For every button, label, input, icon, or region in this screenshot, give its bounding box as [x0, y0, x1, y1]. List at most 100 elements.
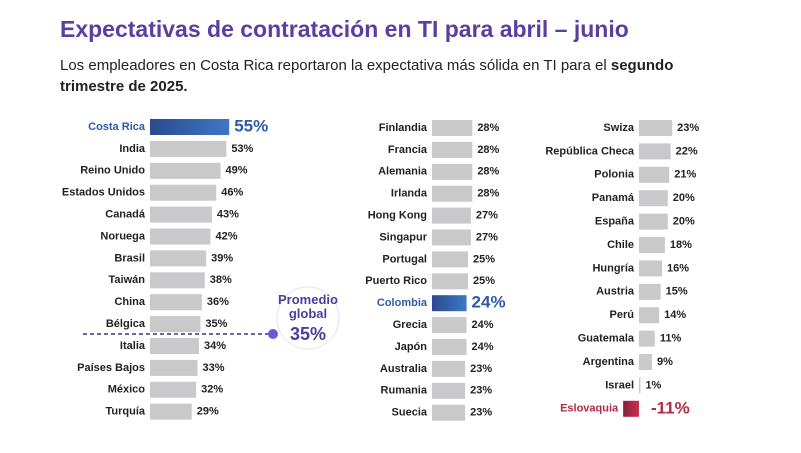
category-label: Bélgica: [106, 318, 146, 330]
bar: [432, 163, 473, 180]
value-label: 23%: [470, 407, 492, 419]
value-label: 14%: [664, 309, 686, 321]
category-label: República Checa: [545, 145, 635, 157]
category-label: Brasil: [114, 252, 145, 264]
category-label: Singapur: [379, 231, 427, 243]
value-label: 23%: [470, 385, 492, 397]
category-label: Portugal: [382, 253, 427, 265]
bar: [432, 273, 468, 290]
value-label: 25%: [473, 253, 495, 265]
category-label: Swiza: [603, 122, 634, 134]
category-label: Suecia: [392, 407, 428, 419]
category-label: Perú: [610, 309, 634, 321]
bar: [639, 143, 671, 160]
bar: [432, 382, 466, 399]
bar: [432, 251, 468, 268]
subtitle: Los empleadores en Costa Rica reportaron…: [60, 55, 720, 97]
title: Expectativas de contratación en TI para …: [60, 16, 629, 42]
bar: [150, 316, 201, 333]
value-label: 9%: [657, 356, 673, 368]
bar: [432, 120, 473, 136]
annotation-label-line: global: [289, 306, 327, 321]
value-label: 28%: [477, 166, 499, 178]
value-label: 42%: [215, 230, 237, 242]
bar: [150, 338, 199, 354]
category-label: Costa Rica: [88, 121, 146, 133]
annotation-value: 35%: [290, 324, 326, 344]
category-label: Eslovaquia: [560, 403, 619, 415]
value-label: 29%: [197, 406, 219, 418]
category-label: Puerto Rico: [365, 275, 427, 287]
value-label: 27%: [476, 210, 498, 222]
category-label: Guatemala: [578, 333, 635, 345]
category-label: Estados Unidos: [62, 187, 145, 199]
value-label: 11%: [660, 333, 682, 345]
bar: [639, 377, 641, 394]
bar: [150, 184, 217, 201]
bar: [432, 295, 467, 312]
category-label: Canadá: [105, 209, 146, 221]
bar: [150, 359, 198, 376]
category-label: Chile: [607, 239, 634, 251]
value-label: 18%: [670, 239, 692, 251]
category-label: Rumania: [381, 385, 428, 397]
category-label: Israel: [605, 379, 634, 391]
value-label: 32%: [201, 384, 223, 396]
bar: [432, 404, 466, 421]
category-label: Grecia: [393, 319, 428, 331]
value-label: 1%: [645, 379, 661, 391]
value-label: 22%: [676, 145, 698, 157]
value-label: 20%: [673, 192, 695, 204]
bar: [150, 228, 211, 245]
category-label: Países Bajos: [77, 362, 145, 374]
subtitle-bold: segundo trimestre de 2025.: [60, 57, 674, 95]
bar: [623, 400, 639, 417]
value-label: 33%: [203, 362, 225, 374]
annotation-label-line: Promedio: [278, 292, 338, 307]
category-label: España: [595, 216, 635, 228]
category-label: India: [119, 143, 146, 155]
bar: [432, 360, 466, 377]
value-label: 27%: [476, 231, 498, 243]
value-label: 28%: [477, 144, 499, 156]
value-label: 24%: [472, 293, 506, 312]
value-label: 24%: [472, 341, 494, 353]
category-label: Alemania: [378, 166, 428, 178]
value-label: 16%: [667, 262, 689, 274]
value-label: 36%: [207, 296, 229, 308]
value-label: 34%: [204, 340, 226, 352]
category-label: Panamá: [592, 192, 635, 204]
value-label: 21%: [674, 169, 696, 181]
value-label: 43%: [217, 209, 239, 221]
bar: [150, 119, 230, 135]
bar: [150, 381, 197, 398]
bar: [639, 283, 661, 300]
value-label: 39%: [211, 252, 233, 264]
value-label: -11%: [651, 398, 690, 417]
category-label: Reino Unido: [80, 165, 145, 177]
value-label: 55%: [234, 116, 268, 135]
bar: [150, 206, 212, 223]
bar: [150, 272, 205, 289]
bar: [639, 237, 665, 253]
category-label: México: [108, 384, 146, 396]
category-label: Colombia: [377, 297, 428, 309]
value-label: 28%: [477, 122, 499, 134]
category-label: Hong Kong: [368, 210, 427, 222]
category-label: Turquía: [105, 406, 145, 418]
category-label: Italia: [120, 340, 146, 352]
category-label: Austria: [596, 286, 635, 298]
subtitle-text: Los empleadores en Costa Rica reportaron…: [60, 57, 607, 74]
category-label: Hungría: [592, 262, 634, 274]
annotation-label: Promedio global: [278, 292, 338, 321]
bar: [150, 403, 192, 420]
category-label: Japón: [395, 341, 428, 353]
category-label: Taiwán: [109, 274, 146, 286]
bar: [150, 294, 202, 311]
category-label: Polonia: [594, 169, 635, 181]
value-label: 25%: [473, 275, 495, 287]
bar: [150, 162, 221, 179]
category-label: Finlandia: [379, 122, 428, 134]
value-label: 28%: [477, 188, 499, 200]
